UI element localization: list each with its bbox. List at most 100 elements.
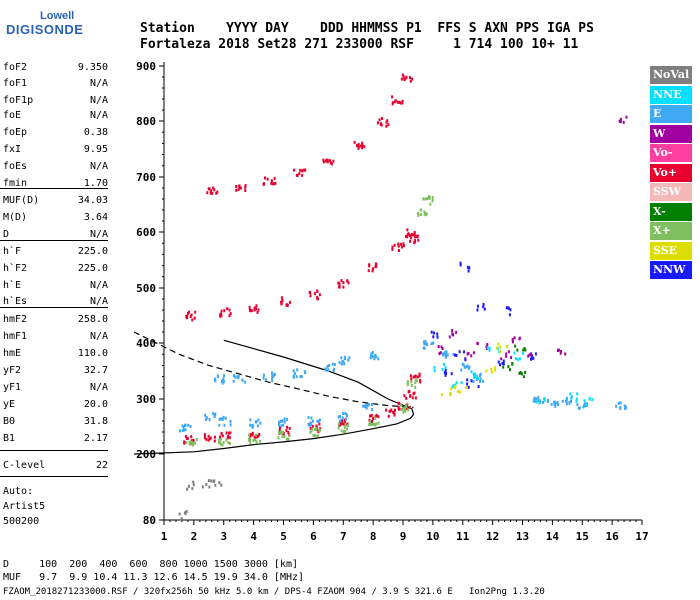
echo-point-vo	[391, 247, 394, 251]
echo-point-vo	[278, 428, 281, 432]
y-tick-label: 200	[136, 448, 156, 461]
echo-point-vo	[340, 279, 343, 283]
y-tick-label: 300	[136, 393, 156, 406]
echo-point-nnw	[444, 368, 447, 372]
echo-point-vo	[255, 307, 257, 311]
echo-point-vo	[399, 242, 402, 246]
echo-point-x	[188, 440, 191, 444]
echo-point-e	[205, 418, 207, 421]
echo-point-nne	[588, 397, 591, 401]
echo-point-e	[257, 418, 260, 422]
echo-point-e	[273, 372, 276, 376]
echo-point-vo	[418, 372, 421, 376]
echo-point-e	[223, 380, 225, 384]
echo-point-vo	[393, 412, 396, 416]
x-tick-label: 9	[400, 530, 407, 543]
echo-point-vo	[361, 146, 364, 150]
echo-point-e	[311, 419, 314, 423]
x-tick-label: 17	[635, 530, 648, 543]
echo-point-nnw	[482, 305, 485, 309]
echo-point-nnw	[482, 302, 485, 306]
echo-point-vo	[394, 99, 397, 103]
echo-point-e	[183, 428, 186, 432]
echo-point-e	[221, 381, 224, 385]
echo-point-e	[344, 412, 347, 415]
echo-point-x	[217, 438, 220, 442]
x-tick-label: 11	[456, 530, 470, 543]
echo-point-vo	[371, 420, 373, 424]
echo-point-vo	[318, 422, 321, 426]
echo-point-vo	[216, 190, 219, 194]
y-tick-label: 700	[136, 171, 156, 184]
echo-point-e	[465, 365, 468, 369]
echo-point-nnw	[501, 361, 504, 365]
echo-point-e	[475, 378, 478, 381]
echo-point-e	[220, 379, 223, 383]
echo-point-vo	[273, 176, 276, 180]
echo-point-e	[326, 365, 329, 369]
echo-point-vo	[228, 431, 231, 435]
echo-point-vo	[341, 419, 343, 423]
param-label-hme: hmE	[3, 348, 22, 359]
echo-point-nnw	[459, 261, 462, 265]
echo-point-e	[337, 415, 340, 419]
echo-point-vo	[285, 429, 288, 433]
param-value-h-es: N/A	[89, 296, 108, 307]
distance-row: D 100 200 400 600 800 1000 1500 3000 [km…	[3, 559, 299, 570]
echo-point-nne	[522, 351, 525, 355]
echo-point-x	[371, 422, 374, 426]
echo-point-x	[518, 371, 521, 375]
param-label-d: D	[3, 229, 10, 240]
echo-point-vo	[409, 79, 412, 83]
echo-point-vo	[390, 408, 393, 412]
y-tick-label: 900	[136, 60, 156, 73]
echo-point-e	[295, 375, 298, 379]
echo-point-vo	[387, 414, 390, 418]
echo-point-noval	[213, 479, 216, 483]
echo-point-e	[214, 378, 216, 382]
echo-point-w	[455, 330, 458, 334]
echo-point-e	[234, 375, 237, 379]
echo-point-vo	[371, 417, 374, 421]
echo-point-vo	[405, 235, 407, 239]
echo-point-vo	[409, 374, 412, 378]
param-separator	[0, 450, 108, 451]
echo-point-vo	[329, 159, 331, 163]
echo-point-e	[370, 352, 373, 356]
param-separator	[0, 476, 108, 477]
echo-point-x	[417, 213, 420, 217]
echo-point-vo	[238, 186, 241, 190]
echo-point-vo	[288, 426, 291, 430]
echo-point-x	[368, 423, 371, 427]
echo-point-vo	[414, 396, 417, 400]
echo-point-e	[259, 421, 262, 425]
echo-point-vo	[225, 431, 228, 435]
param-label-foep: foEp	[3, 127, 28, 138]
echo-point-e	[229, 423, 232, 427]
echo-point-e	[237, 375, 240, 379]
echo-point-x	[283, 434, 286, 438]
echo-point-nne	[455, 381, 458, 385]
param-label-h-es: h`Es	[3, 296, 28, 307]
echo-point-x	[424, 212, 427, 216]
echo-point-e	[342, 359, 345, 363]
echo-point-vo	[295, 173, 298, 177]
echo-point-w	[625, 115, 628, 119]
echo-point-vo	[280, 296, 283, 300]
echo-point-vo	[210, 189, 213, 193]
echo-point-e	[327, 368, 330, 372]
echo-point-e	[342, 412, 345, 415]
echo-point-x	[312, 433, 315, 437]
auto-program: Artist5	[3, 501, 46, 512]
echo-point-vo	[402, 75, 405, 79]
x-tick-label: 7	[340, 530, 347, 543]
echo-point-vo	[400, 77, 403, 81]
echo-point-vo	[209, 436, 212, 440]
param-label-foe: foE	[3, 110, 22, 121]
echo-point-x	[511, 362, 514, 365]
echo-point-nnw	[508, 313, 511, 317]
echo-point-e	[371, 351, 374, 354]
legend-item-e: E	[650, 105, 692, 123]
echo-point-e	[533, 396, 536, 400]
echo-point-x	[419, 213, 422, 216]
